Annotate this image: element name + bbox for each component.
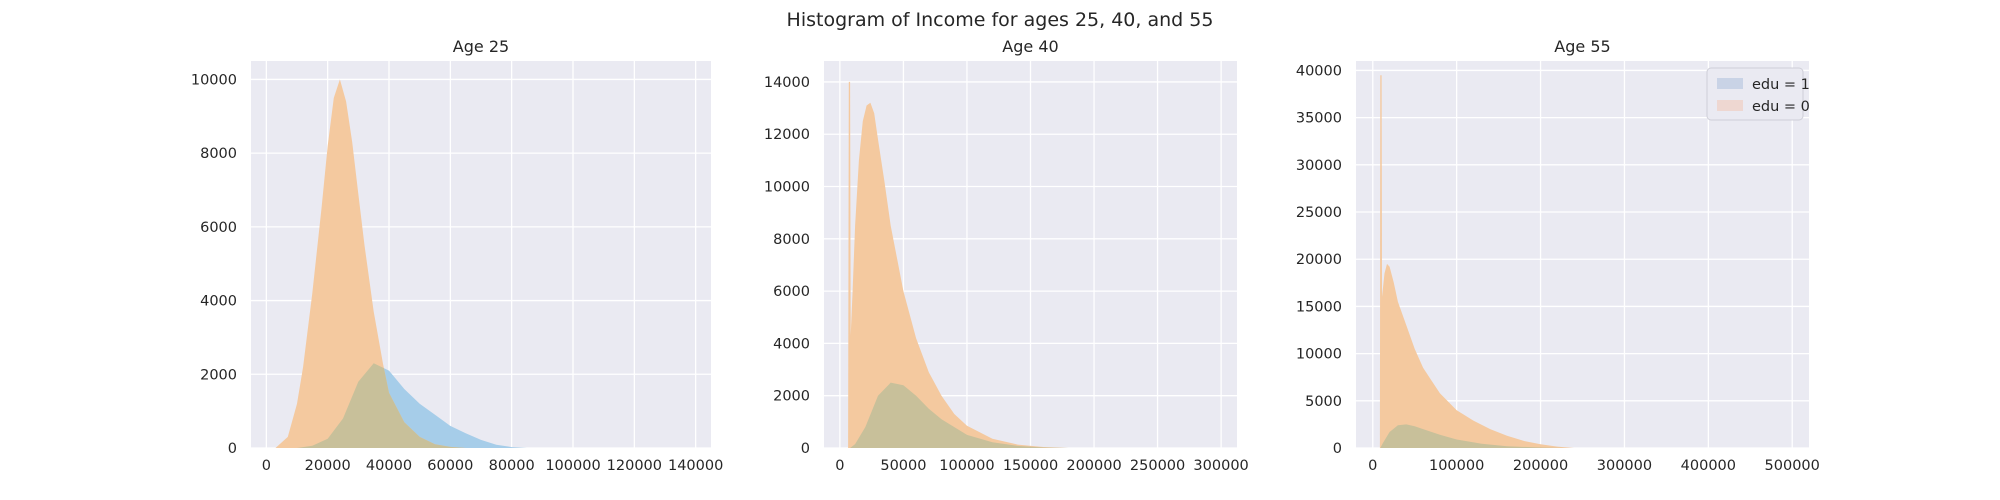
y-tick-label: 15000 — [1296, 299, 1342, 315]
x-tick-label: 250000 — [1130, 458, 1185, 474]
x-tick-label: 150000 — [1003, 458, 1058, 474]
x-tick-label: 0 — [835, 458, 844, 474]
y-tick-label: 4000 — [200, 294, 237, 310]
legend-label-edu-0: edu = 0 — [1752, 99, 1810, 115]
legend-swatch-edu-0 — [1717, 100, 1743, 111]
panel-title-age-25: Age 25 — [453, 37, 509, 56]
x-tick-label: 80000 — [489, 458, 535, 474]
y-tick-label: 4000 — [773, 336, 810, 352]
y-tick-label: 10000 — [764, 180, 810, 196]
x-tick-label: 300000 — [1597, 458, 1652, 474]
y-tick-label: 20000 — [1296, 252, 1342, 268]
x-tick-label: 400000 — [1681, 458, 1736, 474]
y-tick-label: 5000 — [1305, 394, 1342, 410]
y-tick-label: 10000 — [191, 72, 237, 88]
histogram-overlap — [850, 382, 1069, 448]
x-tick-label: 500000 — [1765, 458, 1820, 474]
figure-title: Histogram of Income for ages 25, 40, and… — [787, 9, 1214, 31]
x-tick-label: 140000 — [668, 458, 723, 474]
panel-title-age-55: Age 55 — [1554, 37, 1610, 56]
x-tick-label: 40000 — [366, 458, 412, 474]
x-tick-label: 0 — [262, 458, 271, 474]
x-tick-label: 0 — [1368, 458, 1377, 474]
histogram-series-edu-0 — [275, 79, 466, 448]
y-tick-label: 8000 — [200, 146, 237, 162]
x-tick-label: 120000 — [607, 458, 662, 474]
y-tick-label: 0 — [801, 441, 810, 457]
panel-age-25: Age 25 0 20000 40000 60000 80000 100000 120000… — [191, 37, 723, 474]
histogram-series-edu-0 — [1379, 75, 1575, 448]
x-tick-label: 20000 — [305, 458, 351, 474]
histogram-series-edu-0 — [848, 81, 1069, 448]
legend: edu = 1 edu = 0 — [1706, 67, 1810, 121]
x-tick-label: 200000 — [1066, 458, 1121, 474]
panel-title-age-40: Age 40 — [1002, 37, 1058, 56]
panel-age-55: Age 55 0 100000 200000 300000 400000 500000 0 5… — [1296, 37, 1820, 474]
y-tick-label: 6000 — [773, 284, 810, 300]
y-tick-label: 12000 — [764, 127, 810, 143]
y-tick-label: 10000 — [1296, 347, 1342, 363]
histogram-overlap — [1380, 424, 1566, 448]
y-tick-label: 14000 — [764, 75, 810, 91]
y-tick-label: 30000 — [1296, 158, 1342, 174]
x-tick-label: 60000 — [427, 458, 473, 474]
x-tick-label: 100000 — [545, 458, 600, 474]
legend-label-edu-1: edu = 1 — [1752, 77, 1810, 93]
y-tick-label: 6000 — [200, 220, 237, 236]
y-tick-label: 0 — [228, 441, 237, 457]
y-tick-label: 8000 — [773, 232, 810, 248]
x-tick-label: 50000 — [880, 458, 926, 474]
x-tick-label: 100000 — [1429, 458, 1484, 474]
panel-age-40: Age 40 0 50000 100000 150000 200000 250000 300… — [764, 37, 1249, 474]
x-tick-label: 300000 — [1193, 458, 1248, 474]
y-tick-label: 2000 — [773, 389, 810, 405]
x-tick-label: 200000 — [1513, 458, 1568, 474]
y-tick-label: 35000 — [1296, 111, 1342, 127]
y-tick-label: 25000 — [1296, 205, 1342, 221]
x-tick-label: 100000 — [939, 458, 994, 474]
y-tick-label: 2000 — [200, 367, 237, 383]
legend-swatch-edu-1 — [1717, 78, 1743, 89]
y-tick-label: 40000 — [1296, 63, 1342, 79]
y-tick-label: 0 — [1333, 441, 1342, 457]
